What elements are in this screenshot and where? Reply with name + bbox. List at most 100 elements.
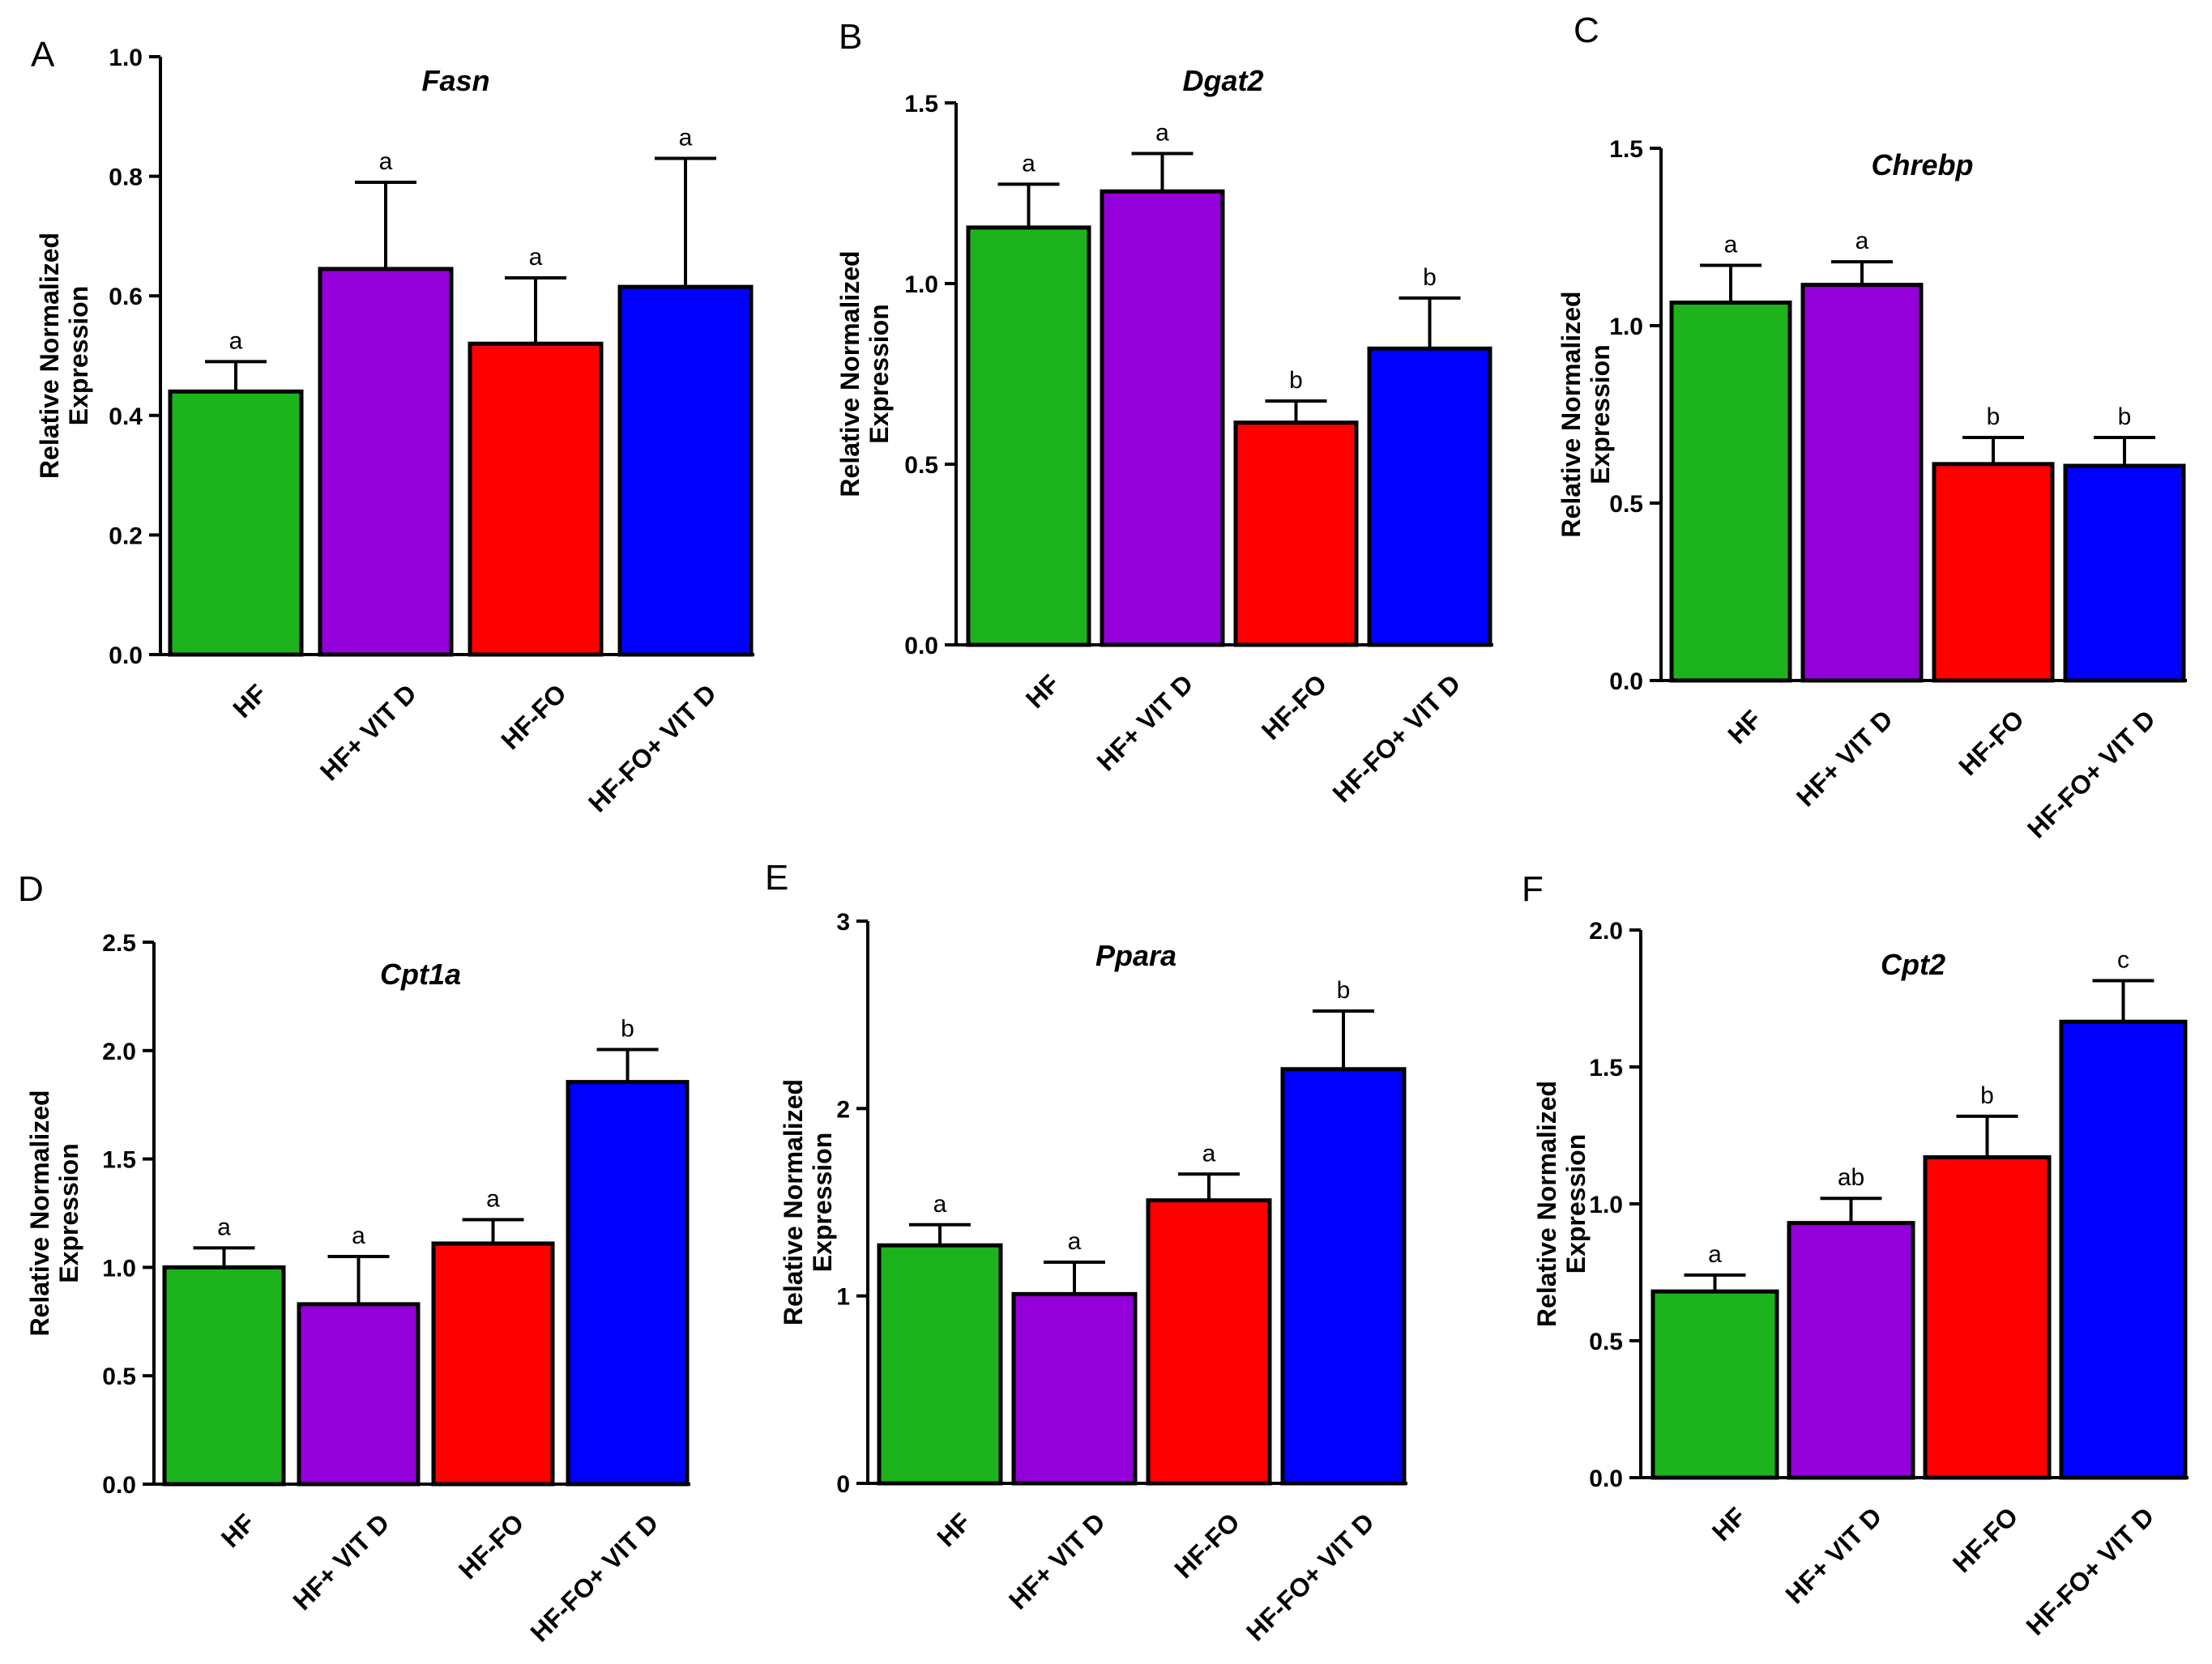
y-tick-label: 0.0	[1609, 668, 1643, 695]
category-label: HF	[216, 1508, 261, 1553]
significance-letter: a	[1022, 150, 1036, 177]
bar-e-1	[1011, 1291, 1138, 1486]
significance-letter: a	[529, 244, 543, 271]
bar-c-3	[2063, 463, 2186, 683]
y-axis-label: Relative Normalized	[779, 1079, 808, 1325]
bar-a-1	[318, 267, 454, 657]
category-label: HF+ VIT D	[1791, 704, 1898, 812]
y-tick-label: 1.5	[102, 1147, 136, 1174]
significance-letter: a	[379, 148, 393, 175]
category-label: HF-FO	[495, 678, 572, 755]
category-label: HF-FO+ VIT D	[2022, 704, 2161, 843]
category-label: HF	[1722, 704, 1767, 749]
y-tick-label: 2.0	[1589, 918, 1623, 945]
significance-letter: a	[486, 1186, 500, 1213]
y-tick-label: 1.0	[102, 1255, 136, 1282]
y-axis-label: Expression	[64, 286, 93, 426]
significance-letter: a	[352, 1222, 365, 1249]
bar-f-1	[1787, 1221, 1915, 1480]
chart-title: Chrebp	[1872, 148, 1974, 181]
significance-letter: a	[217, 1214, 231, 1240]
chart-title: Fasn	[421, 64, 489, 97]
y-tick-label: 1.5	[904, 91, 938, 117]
significance-letter: a	[1068, 1228, 1082, 1255]
y-tick-label: 0.5	[1589, 1329, 1623, 1355]
chart-title: Ppara	[1095, 939, 1176, 972]
y-tick-label: 0.5	[102, 1363, 136, 1390]
bar-a-0	[168, 389, 304, 657]
category-label: HF	[931, 1507, 976, 1552]
bar-e-2	[1146, 1198, 1272, 1486]
category-label: HF	[1020, 668, 1065, 714]
y-tick-label: 2.5	[102, 930, 136, 957]
panel-letter: B	[839, 17, 862, 57]
category-label: HF-FO	[453, 1508, 530, 1585]
y-tick-label: 0.4	[109, 403, 143, 430]
y-axis-label: Expression	[54, 1143, 83, 1283]
significance-letter: b	[2118, 403, 2132, 430]
y-axis-label: Relative Normalized	[1532, 1081, 1561, 1327]
y-axis-label: Relative Normalized	[35, 233, 64, 479]
y-tick-label: 0.5	[1609, 491, 1643, 518]
panel-letter: C	[1574, 11, 1599, 50]
y-tick-label: 3	[836, 909, 850, 936]
panel-b: B Dgat2 Relative Normalized Expression a HF a H…	[835, 17, 1493, 808]
bar-f-3	[2059, 1019, 2188, 1480]
significance-letter: a	[933, 1191, 947, 1218]
panel-letter: F	[1522, 869, 1544, 909]
bar-d-0	[162, 1265, 286, 1487]
y-axis-label: Expression	[1586, 344, 1615, 484]
panel-letter: E	[765, 858, 788, 898]
panel-c: C Chrebp Relative Normalized Expression a HF a…	[1557, 11, 2187, 843]
y-tick-label: 1.5	[1589, 1055, 1623, 1082]
category-label: HF-FO+ VIT D	[2021, 1501, 2160, 1641]
significance-letter: c	[2117, 947, 2129, 974]
y-tick-label: 0.2	[109, 523, 143, 549]
panel-letter: D	[18, 869, 44, 909]
bar-b-1	[1100, 189, 1225, 647]
significance-letter: a	[1855, 228, 1869, 254]
y-tick-label: 2.0	[102, 1039, 136, 1065]
category-label: HF-FO	[1256, 668, 1333, 745]
significance-letter: b	[1423, 264, 1437, 291]
bar-a-3	[617, 284, 754, 657]
y-tick-label: 1.5	[1609, 136, 1643, 163]
y-tick-label: 0.6	[109, 284, 143, 310]
bar-c-0	[1669, 301, 1792, 683]
category-label: HF-FO	[1168, 1507, 1245, 1584]
significance-letter: b	[1337, 977, 1351, 1004]
significance-letter: a	[1202, 1140, 1216, 1167]
y-axis-label: Expression	[808, 1133, 837, 1273]
significance-letter: a	[1724, 232, 1738, 258]
y-tick-label: 0.0	[1589, 1466, 1623, 1492]
y-tick-label: 0.0	[904, 633, 938, 659]
y-axis-label: Expression	[1561, 1134, 1591, 1274]
category-label: HF-FO+ VIT D	[1241, 1507, 1380, 1646]
y-tick-label: 1.0	[1609, 314, 1643, 340]
bar-e-0	[877, 1243, 1003, 1486]
y-tick-label: 0.0	[102, 1472, 136, 1499]
y-tick-label: 1.0	[109, 45, 143, 71]
category-label: HF+ VIT D	[288, 1508, 395, 1615]
bar-d-3	[566, 1080, 690, 1487]
bar-b-2	[1233, 420, 1359, 647]
bar-b-0	[966, 225, 1091, 647]
category-label: HF+ VIT D	[1780, 1501, 1888, 1609]
chart-title: Dgat2	[1182, 64, 1263, 97]
category-label: HF-FO+ VIT D	[1327, 668, 1467, 808]
category-label: HF-FO+ VIT D	[525, 1508, 664, 1647]
significance-letter: b	[1289, 367, 1303, 394]
y-tick-label: 0.5	[904, 452, 938, 479]
panel-a: A Fasn Relative Normalized Expression a HF a HF…	[31, 35, 754, 817]
bar-a-2	[468, 341, 604, 657]
category-label: HF	[1706, 1501, 1752, 1547]
bar-e-3	[1280, 1067, 1407, 1486]
panel-d: D Cpt1a Relative Normalized Expression a HF a H…	[18, 869, 690, 1647]
chart-title: Cpt2	[1881, 948, 1945, 981]
y-tick-label: 0	[836, 1471, 850, 1498]
significance-letter: a	[1708, 1241, 1722, 1268]
y-tick-label: 2	[836, 1096, 850, 1123]
significance-letter: b	[1980, 1082, 1994, 1109]
significance-letter: b	[621, 1015, 634, 1042]
